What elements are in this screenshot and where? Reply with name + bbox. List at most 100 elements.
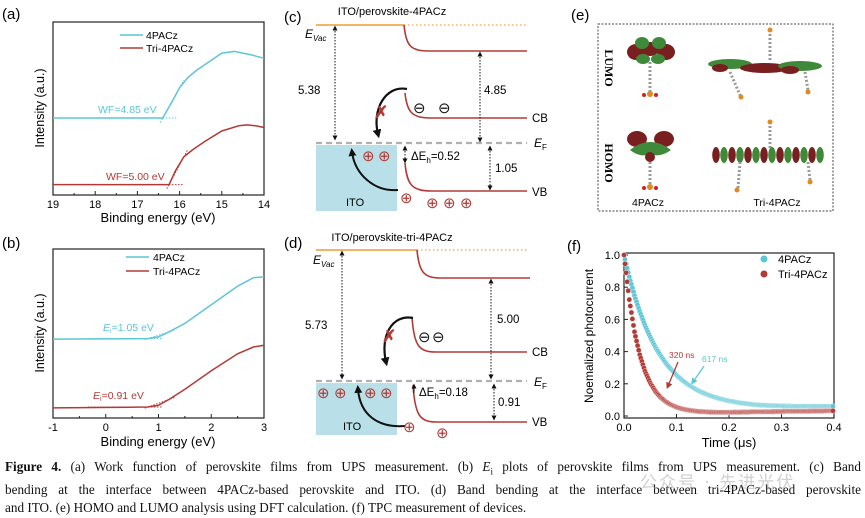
x-tick-label: 0.3: [774, 422, 789, 434]
legend-marker-4pacz: [760, 255, 768, 263]
delta-eh-label: ΔEh=0.52: [411, 151, 460, 165]
orbital-lobe: [736, 147, 744, 163]
conduction-band: [411, 316, 527, 353]
legend-label-tri-4pacz: Tri-4PACz: [153, 266, 200, 278]
ito-label: ITO: [346, 197, 365, 209]
y-axis-label: Noemalized photocurrent: [582, 268, 596, 403]
data-point-tri-4pacz: [625, 287, 632, 294]
lumo-label: LUMO: [602, 49, 616, 86]
vb-gap-value: 0.91: [498, 397, 520, 409]
right-gap-value: 5.00: [497, 314, 519, 326]
x-tick-label: 14: [258, 199, 270, 211]
x-tick-label: 19: [47, 199, 59, 211]
x-axis-label: Time (μs): [702, 435, 757, 450]
electron-icon: ⊖: [432, 329, 445, 346]
data-point-tri-4pacz: [622, 260, 628, 267]
y-tick-label: 1.0: [605, 250, 620, 262]
orbital-lobe: [816, 147, 824, 163]
caption-text: (a) Work function of perovskite films fr…: [61, 459, 483, 474]
orbital-lobe: [792, 147, 800, 163]
x-tick-label: 2: [208, 422, 214, 434]
x-tick-label: 0.1: [669, 422, 684, 434]
orbital-lobe: [752, 147, 760, 163]
data-point-tri-4pacz: [830, 407, 836, 414]
panel-e-orbitals: LUMO HOMO 4PACz Tri-4PACz: [597, 23, 834, 212]
hole-icon: ⊕: [380, 385, 393, 402]
x-tick-label: 18: [89, 199, 101, 211]
valence-band: [412, 384, 527, 423]
x-tick-label: 0.0: [616, 422, 631, 434]
molecule-label-4pacz: 4PACz: [632, 197, 664, 209]
data-point-tri-4pacz: [621, 252, 627, 258]
vb-gap-value: 1.05: [495, 163, 517, 175]
x-axis-label: Binding energy (eV): [101, 210, 216, 225]
watermark: 公众号 · 先进光伏: [640, 473, 796, 493]
lumo-4pacz-orbital-image: [627, 37, 675, 97]
data-point-tri-4pacz: [626, 296, 633, 303]
homo-label: HOMO: [602, 143, 616, 182]
tangent-fit-line: [144, 397, 175, 409]
x-tick-label: 16: [173, 199, 185, 211]
figure-4: (a) (b) (c) (d) (e) (f) Intensity (a.u.)…: [2, 6, 842, 450]
hole-icon: ⊕: [317, 385, 330, 402]
panel-b-chart: Intensity (a.u.) Binding energy (eV) -1 0…: [33, 248, 267, 449]
hole-icon: ⊕: [378, 148, 391, 165]
electron-icon: ⊖: [413, 100, 426, 117]
y-axis-label: Intensity (a.u.): [33, 68, 47, 147]
homo-4pacz-orbital-image: [627, 131, 674, 190]
delta-eh-label: ΔEh=0.18: [419, 387, 468, 401]
valence-band: [404, 162, 527, 192]
lumo-tri-4pacz-orbital-image: [708, 27, 822, 100]
annotation-tau-tri-4pacz: 320 ns: [669, 350, 695, 360]
orbital-lobe: [720, 147, 728, 163]
ito-block: [316, 145, 397, 211]
vb-label: VB: [532, 417, 548, 429]
figure-number: Figure 4.: [5, 459, 62, 474]
series-line-4pacz: [52, 276, 265, 340]
annotation-arrow: [666, 361, 679, 389]
conduction-band: [404, 92, 527, 119]
molecule-label-tri-4pacz: Tri-4PACz: [753, 197, 800, 209]
legend-label-tri-4pacz: Tri-4PACz: [146, 43, 193, 55]
panel-label-e: (e): [571, 7, 589, 24]
evac-label: EVac: [305, 27, 327, 43]
panel-label-a: (a): [2, 6, 20, 23]
data-point-tri-4pacz: [627, 303, 634, 309]
hole-icon: ⊕: [403, 419, 416, 436]
x-tick-label: 0.4: [826, 422, 841, 434]
caption-subscript: i: [490, 466, 493, 477]
hole-icon: ⊕: [362, 148, 375, 165]
panel-f-chart: Noemalized photocurrent Time (μs) 0.0 0.1…: [582, 250, 842, 450]
annotation-wf-4pacz: WF=4.85 eV: [98, 104, 157, 116]
x-tick-label: 1: [155, 422, 161, 434]
orbital-lobe: [768, 147, 776, 163]
ef-label: EF: [534, 375, 547, 391]
caption-text: plots of perovskite films from UPS measu…: [492, 459, 861, 474]
figure-caption: Figure 4. (a) Work function of perovskit…: [5, 458, 861, 517]
orbital-lobe: [808, 147, 816, 163]
x-tick-label: 17: [131, 199, 143, 211]
evac-label: EVac: [313, 253, 335, 269]
caption-line: and ITO. (e) HOMO and LUMO analysis usin…: [5, 499, 527, 515]
orbital-lobe: [800, 147, 808, 163]
orbital-frame: [597, 23, 834, 212]
hole-icon: ⊕: [364, 385, 377, 402]
ef-label: EF: [534, 136, 547, 152]
panel-a-chart: Intensity (a.u.) Binding energy (eV) 19 1…: [33, 21, 270, 225]
tangent-fit-line: [144, 329, 175, 341]
tangent-fit-line: [166, 149, 188, 190]
y-tick-label: 0.0: [605, 411, 620, 423]
panel-d-band-diagram: ITO/perovskite-tri-4PACz ITO EVac EF CB …: [305, 232, 548, 442]
series-line-4pacz: [53, 50, 265, 119]
x-tick-label: 3: [261, 422, 267, 434]
x-tick-label: 15: [216, 199, 228, 211]
annotation-wf-tri-4pacz: WF=5.00 eV: [106, 171, 165, 183]
orbital-lobe: [744, 147, 752, 163]
x-tick-label: 0: [103, 422, 109, 434]
annotation-arrow: [691, 365, 705, 385]
data-point-tri-4pacz: [629, 315, 636, 322]
annotation-ei-4pacz: Ei=1.05 eV: [103, 322, 154, 335]
annotation-tau-4pacz: 617 ns: [702, 354, 728, 364]
series-line-tri-4pacz: [52, 344, 265, 409]
blocked-electron-arrow: [372, 87, 408, 139]
